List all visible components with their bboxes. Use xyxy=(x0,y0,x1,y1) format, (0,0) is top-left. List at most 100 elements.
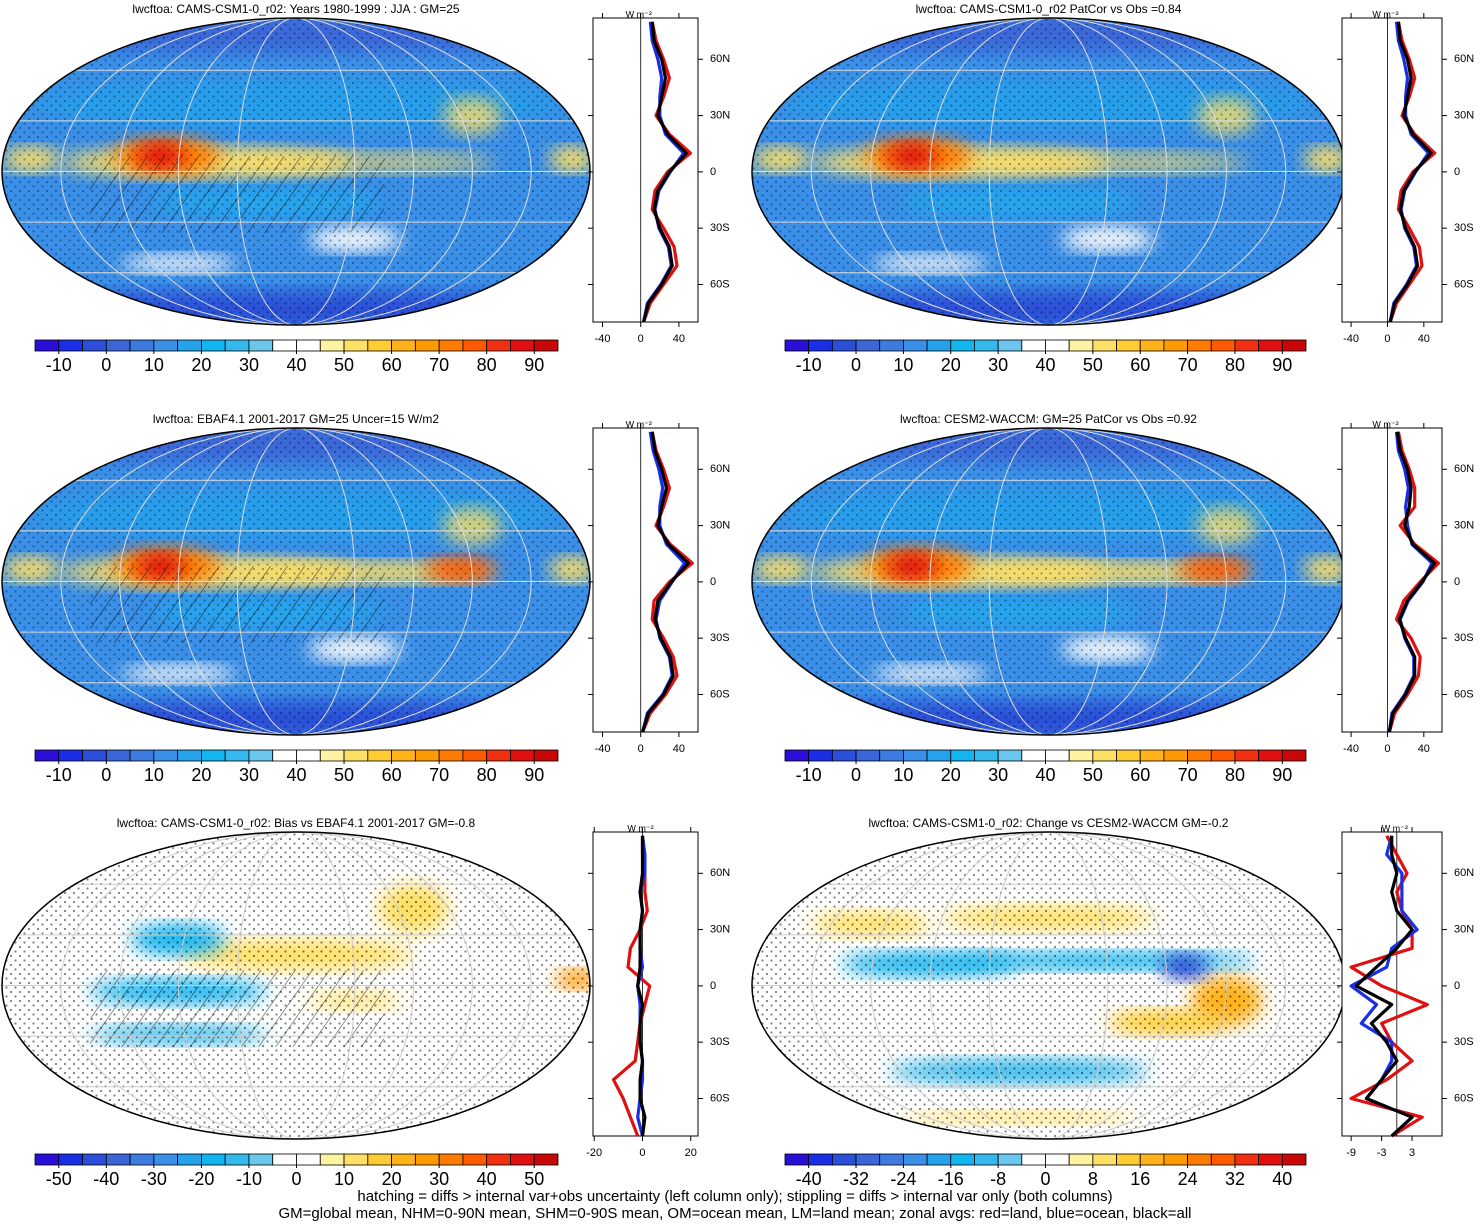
colorbar-label: 80 xyxy=(1225,355,1245,375)
colorbar-box xyxy=(1187,749,1212,762)
colorbar-label: 30 xyxy=(988,765,1008,785)
colorbar-box xyxy=(1092,749,1117,762)
colorbar-label: 16 xyxy=(1130,1169,1150,1189)
colorbar-label: -10 xyxy=(46,355,72,375)
colorbar-box xyxy=(926,339,952,352)
y-tick-label: 60S xyxy=(1454,688,1474,700)
colorbar-box xyxy=(533,749,559,762)
zonal-line xyxy=(642,21,689,323)
colorbar-box xyxy=(438,749,464,762)
colorbar-box xyxy=(510,749,535,762)
colorbar-box xyxy=(926,749,952,762)
colorbar-box xyxy=(831,749,857,762)
colorbar-box xyxy=(82,749,107,762)
colorbar-label: 0 xyxy=(101,765,111,785)
colorbar-box xyxy=(879,749,904,762)
x-tick-label: 0 xyxy=(638,333,644,345)
colorbar-label: 40 xyxy=(1035,355,1055,375)
zonal-line xyxy=(641,431,691,733)
x-tick-label: -20 xyxy=(586,1147,602,1159)
colorbar-label: 70 xyxy=(429,355,449,375)
colorbar-label: 70 xyxy=(1178,355,1198,375)
colorbar-box xyxy=(414,339,440,352)
colorbar-box xyxy=(153,1153,179,1166)
y-tick-label: 30S xyxy=(710,222,730,234)
colorbar-box xyxy=(1021,339,1046,352)
colorbar-box xyxy=(1068,1153,1094,1166)
colorbar-box xyxy=(950,339,975,352)
colorbar-box xyxy=(855,1153,881,1166)
colorbar-label: 32 xyxy=(1225,1169,1245,1189)
colorbar-label: 20 xyxy=(382,1169,402,1189)
y-tick-label: 0 xyxy=(710,166,716,178)
colorbar-box xyxy=(1258,1153,1283,1166)
colorbar-box xyxy=(903,1153,928,1166)
x-axis-label: W m⁻² xyxy=(1372,9,1398,19)
y-tick-label: 60S xyxy=(1454,278,1474,290)
y-tick-label: 60S xyxy=(710,278,730,290)
y-tick-label: 30S xyxy=(1454,222,1474,234)
x-tick-label: 40 xyxy=(1418,333,1430,345)
colorbar-label: 10 xyxy=(893,355,913,375)
colorbar-label: 80 xyxy=(477,765,497,785)
colorbar-label: 10 xyxy=(893,765,913,785)
colorbar-label: -40 xyxy=(796,1169,822,1189)
footnote: hatching = diffs > internal var+obs unce… xyxy=(357,1188,1112,1205)
panel: lwcftoa: CAMS-CSM1-0_r02: Change vs CESM… xyxy=(751,816,1474,1189)
colorbar-label: 40 xyxy=(286,765,306,785)
colorbar-label: 90 xyxy=(1272,765,1292,785)
colorbar-box xyxy=(272,339,297,352)
colorbar-box xyxy=(533,339,559,352)
colorbar-label: 30 xyxy=(429,1169,449,1189)
y-tick-label: 30S xyxy=(710,1036,730,1048)
colorbar-box xyxy=(997,749,1023,762)
y-tick-label: 0 xyxy=(1454,980,1460,992)
colorbar-box xyxy=(997,339,1023,352)
colorbar-box xyxy=(58,1153,83,1166)
colorbar-label: 60 xyxy=(1130,355,1150,375)
colorbar-box xyxy=(974,1153,999,1166)
colorbar-box xyxy=(1139,339,1165,352)
map xyxy=(2,832,590,1139)
footnote: GM=global mean, NHM=0-90N mean, SHM=0-90… xyxy=(278,1205,1191,1221)
colorbar-box xyxy=(533,1153,559,1166)
colorbar-label: 40 xyxy=(1272,1169,1292,1189)
colorbar-label: -16 xyxy=(938,1169,964,1189)
colorbar-box xyxy=(1092,339,1117,352)
y-tick-label: 60N xyxy=(710,53,730,65)
colorbar-box xyxy=(1210,339,1236,352)
x-tick-label: -40 xyxy=(595,333,611,345)
colorbar-box xyxy=(1234,339,1260,352)
colorbar-box xyxy=(272,1153,297,1166)
colorbar-box xyxy=(1139,1153,1165,1166)
colorbar-label: -50 xyxy=(46,1169,72,1189)
colorbar-label: 0 xyxy=(851,765,861,785)
colorbar-box xyxy=(248,749,274,762)
y-tick-label: 60N xyxy=(1454,463,1474,475)
colorbar-box xyxy=(1092,1153,1117,1166)
panel-title: lwcftoa: CAMS-CSM1-0_r02 PatCor vs Obs =… xyxy=(916,2,1182,16)
colorbar-label: -32 xyxy=(843,1169,869,1189)
zonal-frame xyxy=(592,427,699,733)
colorbar-box xyxy=(414,749,440,762)
colorbar-label: 30 xyxy=(239,355,259,375)
colorbar-box xyxy=(510,1153,535,1166)
colorbar-box xyxy=(997,1153,1023,1166)
colorbar-box xyxy=(391,749,416,762)
colorbar-box xyxy=(1139,749,1165,762)
colorbar-box xyxy=(1234,1153,1260,1166)
x-tick-label: 0 xyxy=(639,1147,645,1159)
panel-title: lwcftoa: CAMS-CSM1-0_r02: Change vs CESM… xyxy=(869,816,1229,830)
colorbar-label: 24 xyxy=(1178,1169,1198,1189)
colorbar-label: 0 xyxy=(1040,1169,1050,1189)
colorbar-box xyxy=(1163,749,1188,762)
x-tick-label: -9 xyxy=(1346,1147,1356,1159)
colorbar-box xyxy=(438,339,464,352)
colorbar-box xyxy=(1258,749,1283,762)
colorbar-box xyxy=(224,749,250,762)
y-tick-label: 30N xyxy=(710,923,730,935)
y-tick-label: 30N xyxy=(710,519,730,531)
colorbar-box xyxy=(462,749,488,762)
colorbar-box xyxy=(808,1153,833,1166)
